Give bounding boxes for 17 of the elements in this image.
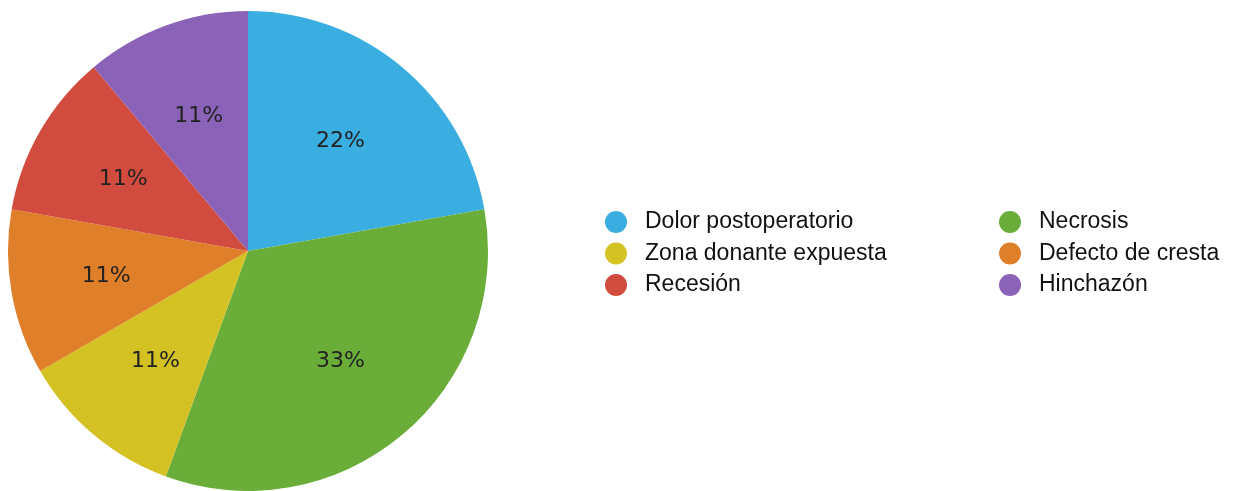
legend-label: Dolor postoperatorio — [645, 207, 854, 234]
data-label: 33% — [316, 347, 366, 373]
data-label: 22% — [316, 126, 366, 152]
data-label: 11% — [98, 165, 148, 190]
legend-label: Hinchazón — [1039, 270, 1148, 297]
pie-slice — [93, 11, 248, 251]
legend-label: Defecto de cresta — [1039, 238, 1220, 265]
pie-slice — [248, 11, 485, 251]
legend-label: Recesión — [645, 270, 741, 297]
data-label: 11% — [130, 347, 180, 373]
data-label: 11% — [174, 101, 224, 127]
data-label: 11% — [81, 262, 131, 288]
pie-slice — [8, 209, 248, 371]
pie-slice — [11, 67, 248, 251]
legend-label: Zona donante expuesta — [645, 238, 887, 265]
legend-label: Necrosis — [1039, 207, 1129, 234]
pie-slice — [40, 251, 248, 477]
